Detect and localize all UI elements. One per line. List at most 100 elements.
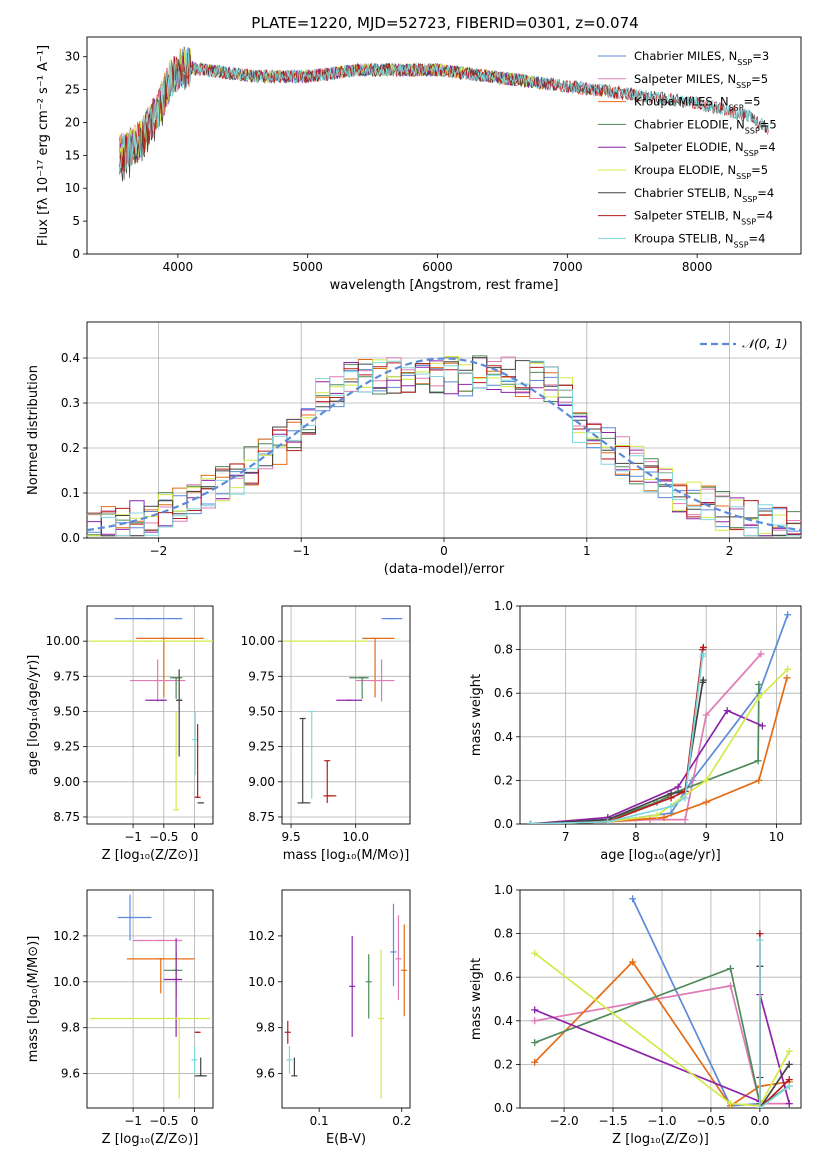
x-tick-label: 8000 (682, 260, 713, 274)
weight-marker-kroupa_elodie (702, 776, 710, 784)
y-tick-label: 0.0 (61, 531, 80, 545)
y-tick-label: 9.75 (53, 669, 80, 683)
plot-area (119, 46, 769, 182)
x-tick-label: 0 (191, 830, 199, 844)
weight-marker-salpeter_elodie (785, 1100, 793, 1108)
panel-age_vs_mass: 9.5 10.0 8.75 9.00 9.25 9.50 9.75 10.00 mass [lo… (241, 605, 411, 863)
y-tick-label: 10.2 (53, 929, 80, 943)
figure-title: PLATE=1220, MJD=52723, FIBERID=0301, z=0… (251, 14, 638, 32)
weight-line-kroupa_stelib (530, 653, 705, 824)
x-tick-label: −1.0 (647, 1114, 676, 1128)
y-tick-label: 9.8 (61, 1021, 80, 1035)
plot-area (283, 618, 403, 804)
weight-marker-salpeter_miles (702, 711, 710, 719)
weight-marker-salpeter_miles (757, 650, 765, 658)
weight-marker-kroupa_stelib (699, 650, 707, 658)
x-tick-label: 6000 (422, 260, 453, 274)
x-axis-label: Z [log₁₀(Z/Z⊙)] (102, 1132, 199, 1147)
weight-marker-kroupa_elodie (785, 1047, 793, 1055)
y-tick-label: 1.0 (494, 883, 513, 897)
y-tick-label: 0.4 (61, 351, 80, 365)
y-axis-label: Flux [fλ 10⁻¹⁷ erg cm⁻² s⁻¹ A⁻¹] (36, 45, 51, 246)
plot-area (90, 894, 210, 1099)
y-tick-label: 9.00 (248, 775, 275, 789)
weight-marker-kroupa_miles (755, 776, 763, 784)
y-tick-label: 10.00 (46, 634, 80, 648)
x-tick-label: 2 (726, 544, 734, 558)
y-tick-label: 0.4 (494, 730, 513, 744)
normal-curve (87, 357, 801, 532)
weight-marker-kroupa_elodie (755, 694, 763, 702)
plot-area (527, 611, 792, 824)
y-axis-label: Normed distribution (26, 365, 41, 495)
weight-marker-chabrier_elodie (727, 964, 735, 972)
x-tick-label: 0.1 (310, 1114, 329, 1128)
y-tick-label: 9.25 (248, 740, 275, 754)
weight-line-kroupa_stelib (759, 940, 790, 1108)
x-tick-label: 7000 (552, 260, 583, 274)
y-tick-label: 10.00 (241, 634, 275, 648)
y-tick-label: 8.75 (248, 810, 275, 824)
y-tick-label: 0.1 (61, 486, 80, 500)
x-tick-label: −1 (292, 544, 310, 558)
axes-frame (519, 889, 802, 1109)
x-tick-label: 0.0 (750, 1114, 769, 1128)
weight-marker-salpeter_miles (727, 982, 735, 990)
panel-spectrum: 4000 5000 6000 7000 8000 0 5 10 15 20 25 30 waveleng… (36, 36, 802, 293)
y-tick-label: 0.0 (494, 1101, 513, 1115)
y-tick-label: 9.25 (53, 740, 80, 754)
x-tick-label: −1 (124, 830, 142, 844)
weight-marker-salpeter_miles (646, 816, 654, 824)
x-tick-label: 8 (632, 830, 640, 844)
y-axis-label: mass weight (469, 674, 484, 756)
weight-line-salpeter_miles (530, 653, 762, 824)
weight-marker-salpeter_stelib (785, 1076, 793, 1084)
x-tick-label: 1 (583, 544, 591, 558)
x-tick-label: −0.5 (696, 1114, 725, 1128)
weight-marker-salpeter_stelib (667, 794, 675, 802)
x-tick-label: 4000 (163, 260, 194, 274)
x-tick-label: −2 (150, 544, 168, 558)
weight-marker-kroupa_miles (531, 1058, 539, 1066)
x-tick-label: 0 (191, 1114, 199, 1128)
y-tick-label: 1.0 (494, 599, 513, 613)
x-tick-label: 5000 (292, 260, 323, 274)
y-tick-label: 0.8 (494, 643, 513, 657)
panel-mass_vs_Z: −1 −0.5 0 9.6 9.8 10.0 10.2 Z [log₁₀(Z/Z⊙)] mass… (26, 889, 214, 1147)
weight-line-kroupa_elodie (534, 952, 791, 1107)
y-tick-label: 10 (65, 181, 80, 195)
weight-line-salpeter_miles (534, 984, 790, 1105)
x-tick-label: 0 (440, 544, 448, 558)
y-tick-label: 9.8 (256, 1021, 275, 1035)
y-tick-label: 10.2 (248, 929, 275, 943)
weight-line-chabrier_elodie (530, 684, 760, 824)
x-tick-label: 7 (562, 830, 570, 844)
weight-marker-chabrier_elodie (754, 757, 762, 765)
y-tick-label: 0.2 (494, 773, 513, 787)
histogram-kroupa_stelib (87, 360, 801, 537)
panel-weight_vs_age: 7 8 9 10 0.0 0.2 0.4 0.6 0.8 1.0 age [log₁₀(age/yr… (469, 599, 802, 863)
y-tick-label: 0.0 (494, 817, 513, 831)
y-tick-label: 9.6 (61, 1067, 80, 1081)
y-axis-label: mass weight (469, 958, 484, 1040)
weight-marker-kroupa_elodie (784, 665, 792, 673)
weight-line-salpeter_stelib (530, 647, 705, 824)
x-axis-label: (data-model)/error (384, 562, 505, 577)
weight-marker-kroupa_stelib (604, 818, 612, 824)
weight-marker-chabrier_stelib (785, 1060, 793, 1068)
x-tick-label: 9 (702, 830, 710, 844)
plot-area (90, 618, 213, 811)
x-axis-label: mass [log₁₀(M/M⊙)] (283, 848, 410, 863)
y-tick-label: 10.0 (248, 975, 275, 989)
y-tick-label: 15 (65, 148, 80, 162)
weight-marker-kroupa_stelib (756, 936, 764, 944)
y-tick-label: 0 (72, 247, 80, 261)
x-tick-label: 10 (769, 830, 784, 844)
x-tick-label: 10.0 (342, 830, 369, 844)
weight-marker-kroupa_miles (660, 813, 668, 821)
axes-frame (86, 889, 214, 1109)
axes-frame (281, 889, 411, 1109)
x-axis-label: Z [log₁₀(Z/Z⊙)] (612, 1132, 709, 1147)
x-tick-label: −1.5 (598, 1114, 627, 1128)
legend: Chabrier MILES, NSSP=3 Salpeter MILES, NS… (598, 49, 777, 249)
